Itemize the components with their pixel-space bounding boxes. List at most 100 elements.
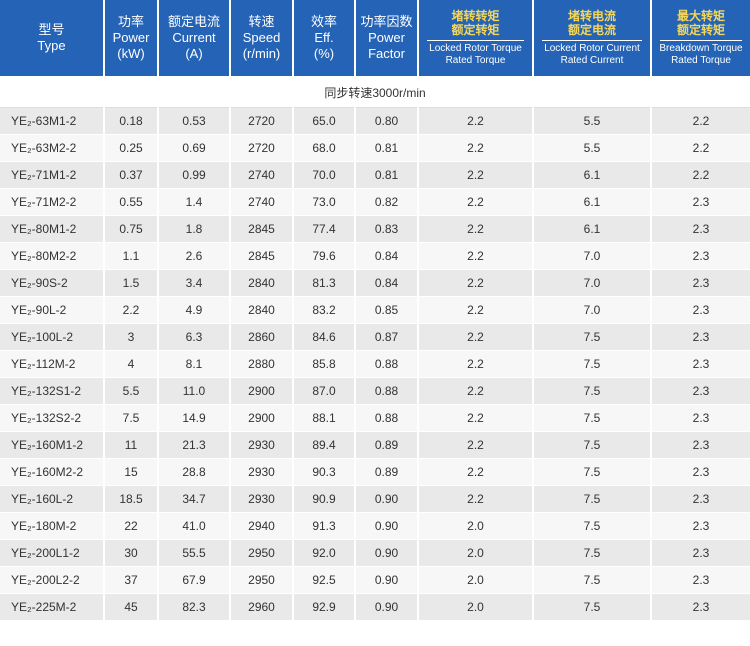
header-row: 型号 Type 功率 Power (kW) 额定电流 Current (A) 转…	[0, 0, 750, 77]
cell-power: 30	[104, 539, 159, 567]
cell-current: 34.7	[158, 485, 231, 513]
cell-model: YE₂-200L2-2	[0, 566, 105, 594]
cell-locked-rotor-torque: 2.2	[418, 242, 534, 270]
cell-model: YE₂-100L-2	[0, 323, 105, 351]
cell-efficiency: 65.0	[293, 107, 356, 135]
cell-locked-rotor-current: 7.0	[533, 269, 652, 297]
cell-efficiency: 90.3	[293, 458, 356, 486]
cell-breakdown-torque: 2.3	[651, 215, 750, 243]
header-current-unit: (A)	[185, 46, 203, 61]
cell-speed: 2960	[230, 593, 294, 621]
cell-power: 37	[104, 566, 159, 594]
cell-locked-rotor-torque: 2.0	[418, 593, 534, 621]
header-type-zh: 型号	[38, 22, 65, 37]
header-lrt-en2: Rated Torque	[445, 55, 506, 66]
cell-locked-rotor-current: 7.5	[533, 485, 652, 513]
cell-model: YE₂-200L1-2	[0, 539, 105, 567]
cell-speed: 2840	[230, 269, 294, 297]
cell-locked-rotor-current: 6.1	[533, 188, 652, 216]
cell-power-factor: 0.85	[355, 296, 419, 324]
cell-current: 0.99	[158, 161, 231, 189]
cell-locked-rotor-torque: 2.0	[418, 566, 534, 594]
cell-locked-rotor-torque: 2.0	[418, 539, 534, 567]
cell-model: YE₂-80M2-2	[0, 242, 105, 270]
header-lrt-divider	[427, 40, 524, 41]
cell-breakdown-torque: 2.3	[651, 269, 750, 297]
cell-locked-rotor-torque: 2.2	[418, 431, 534, 459]
header-current: 额定电流 Current (A)	[158, 0, 231, 77]
cell-speed: 2930	[230, 431, 294, 459]
cell-efficiency: 83.2	[293, 296, 356, 324]
cell-locked-rotor-torque: 2.2	[418, 215, 534, 243]
cell-power: 18.5	[104, 485, 159, 513]
cell-power-factor: 0.81	[355, 161, 419, 189]
cell-breakdown-torque: 2.3	[651, 323, 750, 351]
cell-locked-rotor-torque: 2.2	[418, 269, 534, 297]
cell-locked-rotor-torque: 2.2	[418, 188, 534, 216]
cell-locked-rotor-current: 7.0	[533, 296, 652, 324]
table-row: YE₂-80M2-2 1.1 2.6 2845 79.6 0.84 2.2 7.0 2.3	[0, 242, 750, 270]
cell-power-factor: 0.90	[355, 593, 419, 621]
cell-locked-rotor-torque: 2.2	[418, 377, 534, 405]
header-lrc-zh1: 堵转电流	[567, 9, 616, 23]
cell-efficiency: 68.0	[293, 134, 356, 162]
cell-locked-rotor-torque: 2.2	[418, 296, 534, 324]
cell-locked-rotor-torque: 2.2	[418, 161, 534, 189]
header-bt-en1: Breakdown Torque	[659, 43, 743, 54]
cell-power-factor: 0.88	[355, 350, 419, 378]
cell-model: YE₂-90S-2	[0, 269, 105, 297]
cell-power-factor: 0.90	[355, 539, 419, 567]
cell-power: 1.1	[104, 242, 159, 270]
cell-current: 3.4	[158, 269, 231, 297]
cell-speed: 2930	[230, 458, 294, 486]
cell-efficiency: 92.9	[293, 593, 356, 621]
cell-locked-rotor-torque: 2.2	[418, 485, 534, 513]
header-power: 功率 Power (kW)	[104, 0, 159, 77]
table-row: YE₂-63M1-2 0.18 0.53 2720 65.0 0.80 2.2 5.5 2.2	[0, 107, 750, 135]
cell-power: 0.75	[104, 215, 159, 243]
cell-breakdown-torque: 2.3	[651, 377, 750, 405]
header-locked-rotor-torque: 堵转转矩 额定转矩 Locked Rotor Torque Rated Torq…	[418, 0, 534, 77]
cell-current: 11.0	[158, 377, 231, 405]
cell-efficiency: 81.3	[293, 269, 356, 297]
cell-locked-rotor-torque: 2.2	[418, 350, 534, 378]
cell-current: 4.9	[158, 296, 231, 324]
cell-breakdown-torque: 2.3	[651, 242, 750, 270]
header-power-unit: (kW)	[117, 46, 145, 61]
header-lrt-zh1: 堵转转矩	[451, 9, 500, 23]
header-lrc-en2: Rated Current	[560, 55, 624, 66]
cell-breakdown-torque: 2.3	[651, 188, 750, 216]
header-lrc-divider	[542, 40, 642, 41]
cell-locked-rotor-torque: 2.2	[418, 323, 534, 351]
cell-efficiency: 84.6	[293, 323, 356, 351]
table-row: YE₂-71M1-2 0.37 0.99 2740 70.0 0.81 2.2 6.1 2.2	[0, 161, 750, 189]
cell-locked-rotor-current: 7.5	[533, 539, 652, 567]
cell-current: 1.4	[158, 188, 231, 216]
sync-speed-label: 同步转速3000r/min	[0, 76, 750, 108]
cell-breakdown-torque: 2.3	[651, 296, 750, 324]
table-row: YE₂-160L-2 18.5 34.7 2930 90.9 0.90 2.2 7.5 2.3	[0, 485, 750, 513]
cell-power: 45	[104, 593, 159, 621]
cell-power-factor: 0.89	[355, 458, 419, 486]
cell-current: 14.9	[158, 404, 231, 432]
header-type: 型号 Type	[0, 0, 105, 77]
cell-breakdown-torque: 2.3	[651, 512, 750, 540]
cell-speed: 2950	[230, 539, 294, 567]
cell-power-factor: 0.90	[355, 566, 419, 594]
header-current-zh: 额定电流	[167, 14, 220, 29]
cell-power-factor: 0.88	[355, 404, 419, 432]
cell-power: 2.2	[104, 296, 159, 324]
table-row: YE₂-200L2-2 37 67.9 2950 92.5 0.90 2.0 7.5 2.3	[0, 566, 750, 594]
cell-model: YE₂-71M1-2	[0, 161, 105, 189]
cell-model: YE₂-90L-2	[0, 296, 105, 324]
cell-power-factor: 0.90	[355, 512, 419, 540]
cell-current: 0.53	[158, 107, 231, 135]
cell-speed: 2930	[230, 485, 294, 513]
cell-locked-rotor-current: 6.1	[533, 215, 652, 243]
cell-power-factor: 0.88	[355, 377, 419, 405]
header-power-factor-en: Power	[368, 30, 405, 45]
cell-speed: 2845	[230, 215, 294, 243]
cell-power: 0.18	[104, 107, 159, 135]
cell-efficiency: 85.8	[293, 350, 356, 378]
cell-speed: 2840	[230, 296, 294, 324]
